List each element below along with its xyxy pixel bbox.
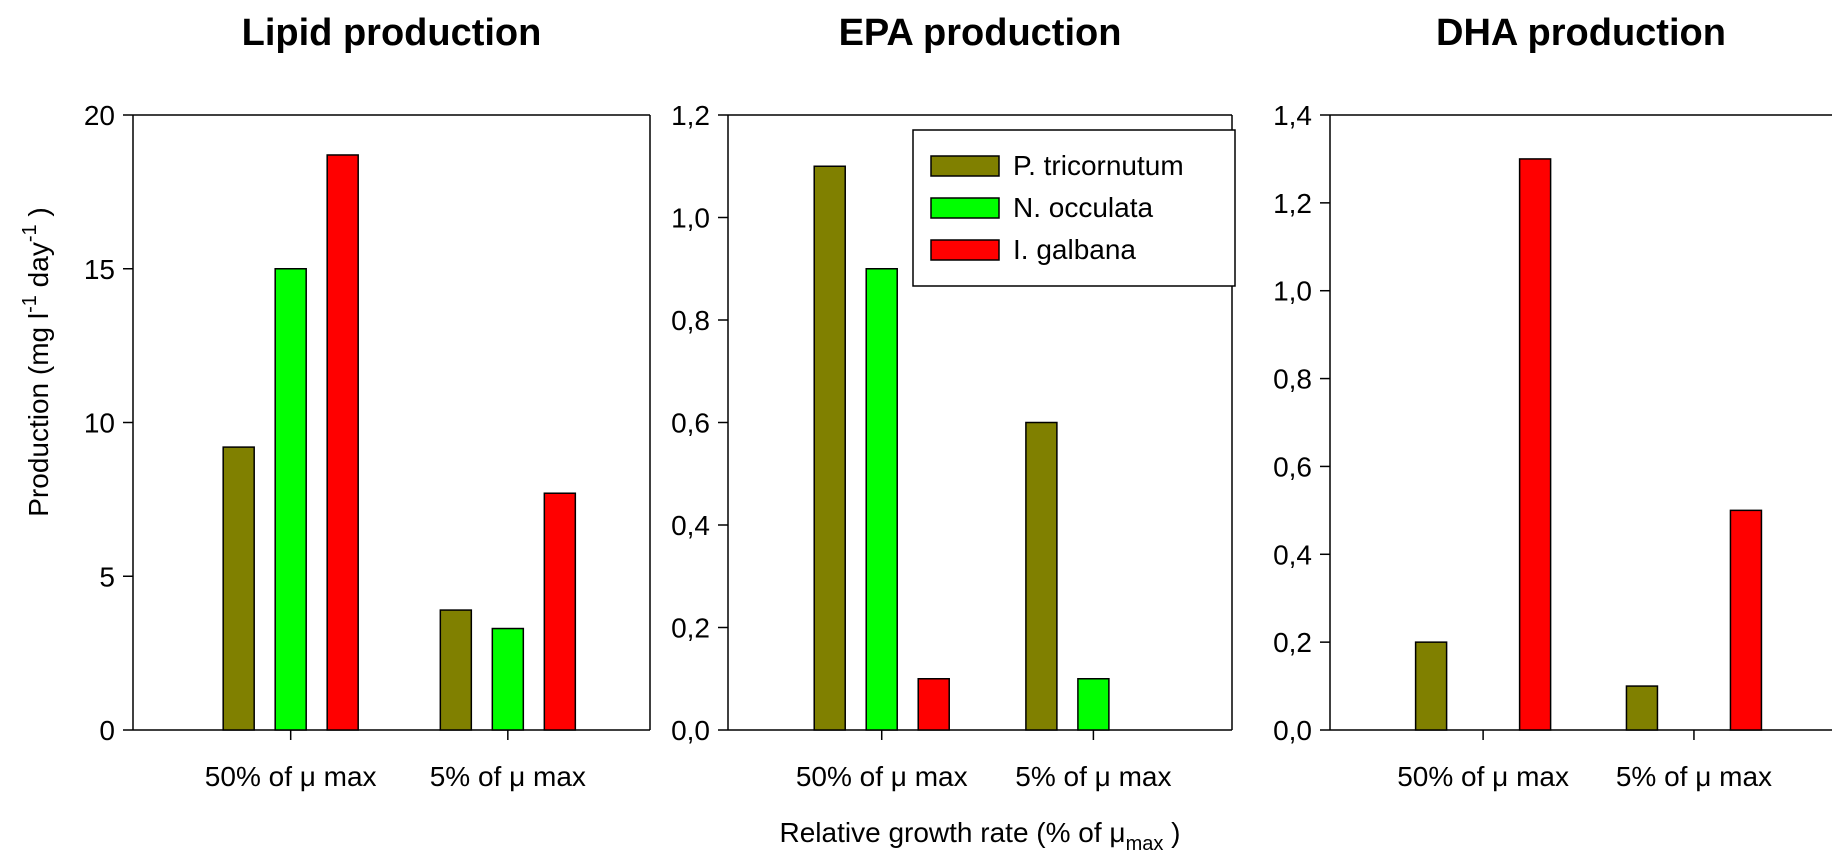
y-tick-label: 1,0 [1273, 276, 1312, 307]
chart-panel-1: Lipid production 0 5 10 15 20 50% of μ max 5% o… [84, 12, 651, 792]
x-axis-label-prefix: Relative growth rate (% of μ [780, 817, 1126, 848]
x-tick-label: 50% of μ max [1397, 761, 1569, 792]
legend-label: I. galbana [1013, 234, 1136, 265]
y-tick-label: 0,6 [671, 408, 710, 439]
y-axis-label-sup1: -1 [19, 295, 41, 313]
bar [1025, 421, 1058, 731]
y-tick-label: 5 [99, 561, 115, 592]
y-axis-label-prefix: Production (mg l [23, 313, 54, 517]
y-tick-label: 0,6 [1273, 451, 1312, 482]
x-axis-label-suffix: ) [1163, 817, 1180, 848]
x-tick-label: 5% of μ max [430, 761, 586, 792]
y-tick-label: 20 [84, 100, 115, 131]
bar [1518, 158, 1552, 731]
panel-title: EPA production [839, 12, 1122, 54]
y-tick-label: 1,2 [671, 100, 710, 131]
bar [1625, 685, 1659, 731]
y-axis-label-mid: day [23, 242, 54, 295]
legend-label: N. occulata [1013, 192, 1153, 223]
y-tick-label: 0,8 [671, 305, 710, 336]
bar [865, 268, 898, 731]
bar [439, 609, 473, 731]
y-tick-label: 0,8 [1273, 364, 1312, 395]
y-tick-label: 0 [99, 715, 115, 746]
chart-panels: Lipid production 0 5 10 15 20 50% of μ max 5% o… [84, 12, 1832, 792]
x-axis-label: Relative growth rate (% of μmax ) [780, 817, 1181, 850]
panel-title: DHA production [1436, 12, 1726, 54]
y-axis-label-suffix: ) [23, 207, 54, 224]
legend-swatch [930, 239, 1000, 261]
bar [222, 446, 255, 731]
legend-swatch [930, 197, 1000, 219]
panel-title: Lipid production [242, 12, 542, 54]
legend-swatch [930, 155, 1000, 177]
x-tick-label: 5% of μ max [1616, 761, 1772, 792]
bar [813, 165, 846, 731]
y-tick-label: 1,0 [671, 203, 710, 234]
x-tick-label: 50% of μ max [205, 761, 377, 792]
y-tick-label: 0,0 [671, 715, 710, 746]
bar [1729, 509, 1763, 731]
y-tick-label: 15 [84, 254, 115, 285]
bar [274, 268, 307, 731]
y-tick-label: 0,4 [1273, 539, 1312, 570]
y-tick-label: 0,4 [671, 510, 710, 541]
y-tick-label: 1,2 [1273, 188, 1312, 219]
x-tick-label: 5% of μ max [1015, 761, 1171, 792]
y-axis-label-sup2: -1 [19, 224, 41, 242]
bar [1077, 678, 1110, 731]
chart-panel-3: DHA production 0,0 0,2 0,4 0,6 0,8 1,0 1,2 1,4 50… [1273, 12, 1832, 792]
x-tick-label: 50% of μ max [796, 761, 968, 792]
bar [1414, 641, 1448, 731]
y-tick-label: 10 [84, 408, 115, 439]
chart-panel-2: EPA production 0,0 0,2 0,4 0,6 0,8 1,0 1,2 50% o… [671, 12, 1233, 792]
bar [917, 678, 950, 731]
y-tick-label: 0,2 [1273, 627, 1312, 658]
bar [543, 492, 577, 731]
y-axis-label: Production (mg l-1 day-1 ) [19, 207, 54, 517]
bar [491, 627, 525, 731]
x-axis-label-sub: max [1126, 833, 1164, 850]
bar [326, 154, 359, 731]
y-tick-label: 0,0 [1273, 715, 1312, 746]
legend-label: P. tricornutum [1013, 150, 1184, 181]
y-tick-label: 0,2 [671, 613, 710, 644]
y-tick-label: 1,4 [1273, 100, 1312, 131]
legend: P. tricornutum N. occulata I. galbana [912, 129, 1236, 287]
